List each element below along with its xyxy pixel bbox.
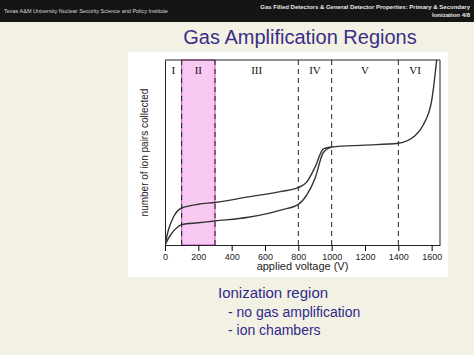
header-bar — [0, 0, 474, 22]
region-boundary — [215, 60, 216, 245]
y-axis — [165, 61, 166, 246]
x-tick-label: 200 — [191, 252, 206, 262]
header-right: Ionization 4/8 — [432, 12, 471, 18]
note-item: - ion chambers — [228, 322, 321, 338]
chart-panel — [128, 52, 448, 277]
region-label: IV — [309, 64, 321, 76]
plot-area — [165, 60, 437, 245]
x-tick-label: 1600 — [422, 252, 442, 262]
y-axis-title: number of ion pairs collected — [139, 89, 150, 217]
x-tick-mark — [198, 245, 199, 251]
curve — [165, 60, 437, 245]
x-tick-label: 400 — [225, 252, 240, 262]
x-tick-mark — [232, 245, 233, 251]
slide-background — [0, 0, 474, 355]
x-tick: 1200 — [355, 245, 375, 262]
x-tick-label: 1400 — [389, 252, 409, 262]
region-boundary — [298, 60, 299, 245]
x-tick-mark — [332, 245, 333, 251]
x-tick: 0 — [163, 245, 168, 262]
note-item: - no gas amplification — [228, 304, 360, 320]
page: Texas A&M University Nuclear Security Sc… — [0, 0, 474, 355]
x-tick: 1600 — [422, 245, 442, 262]
x-tick-mark — [165, 245, 166, 251]
x-tick-mark — [432, 245, 433, 251]
x-tick: 1400 — [389, 245, 409, 262]
region-label: VI — [409, 64, 421, 76]
plot-frame-top — [165, 60, 440, 61]
x-tick-mark — [298, 245, 299, 251]
curve — [165, 147, 332, 245]
x-tick: 200 — [191, 245, 206, 262]
region-boundary — [331, 60, 332, 245]
plot-frame-right — [440, 60, 441, 245]
region-boundary — [398, 60, 399, 245]
x-tick: 400 — [225, 245, 240, 262]
x-tick-mark — [265, 245, 266, 251]
header-left: Texas A&M University Nuclear Security Sc… — [4, 8, 168, 14]
x-tick-mark — [365, 245, 366, 251]
highlight-band — [182, 60, 215, 245]
region-label: I — [171, 64, 175, 76]
x-tick-label: 0 — [163, 252, 168, 262]
x-tick-mark — [398, 245, 399, 251]
region-boundary — [181, 60, 182, 245]
chart-title: Gas Amplification Regions — [183, 26, 416, 48]
x-tick-label: 1200 — [355, 252, 375, 262]
region-label: III — [251, 64, 262, 76]
region-label: II — [195, 64, 203, 76]
x-axis-title: applied voltage (V) — [257, 260, 349, 272]
note-heading: Ionization region — [218, 284, 328, 301]
region-label: V — [361, 64, 369, 76]
header-right: Gas Filled Detectors & General Detector … — [260, 4, 470, 10]
y-axis-line — [165, 61, 166, 246]
